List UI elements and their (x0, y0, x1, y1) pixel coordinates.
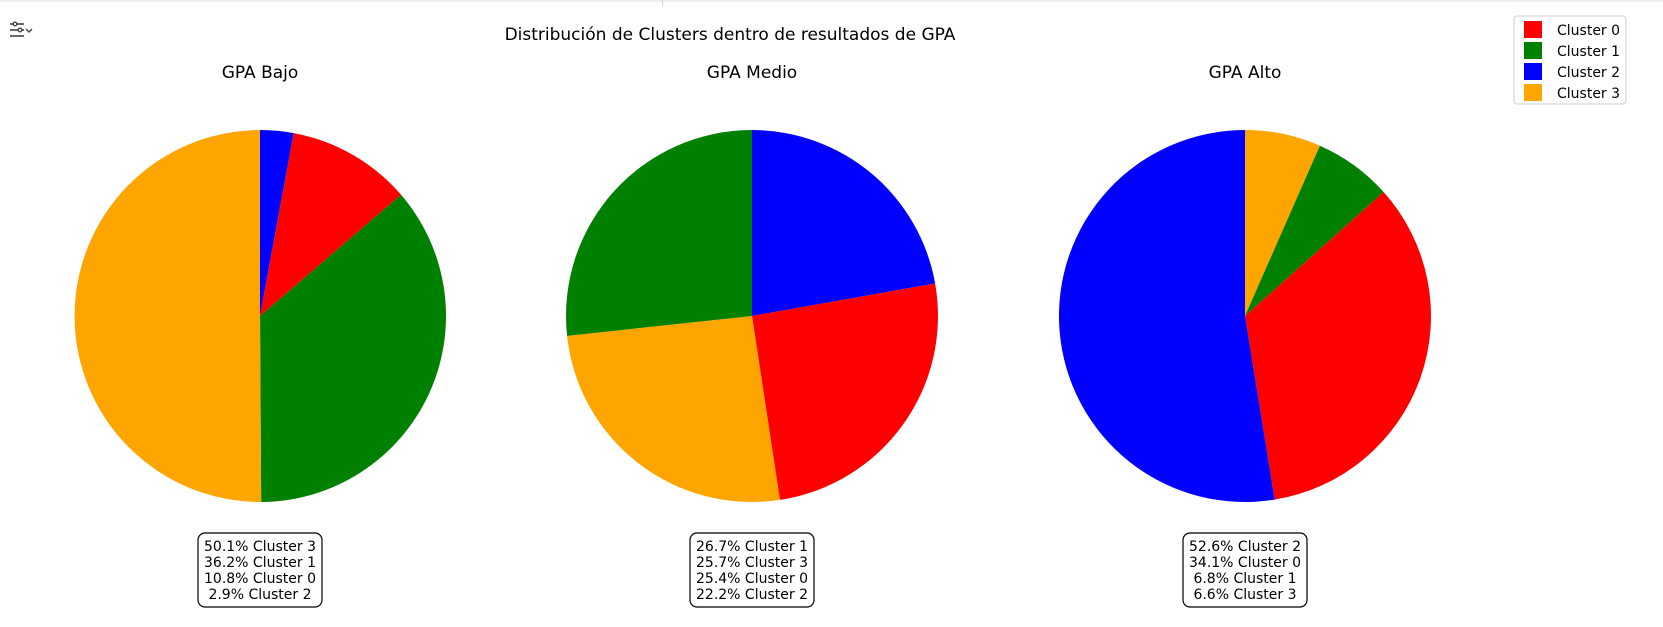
gpa-alto-slice-cluster-0 (1245, 192, 1431, 500)
legend-label-cluster-1: Cluster 1 (1557, 44, 1620, 60)
gpa-alto-slice-cluster-1 (1245, 145, 1384, 316)
gpa-alto-title: GPA Alto (1209, 63, 1282, 83)
filter-settings-icon[interactable] (8, 20, 34, 42)
pie-charts-group: GPA Bajo 50.1% Cluster 336.2% Cluster 110… (74, 63, 1431, 608)
gpa-medio-summary-line: 25.4% Cluster 0 (696, 571, 808, 587)
gpa-bajo-summary-line: 2.9% Cluster 2 (208, 587, 311, 603)
legend-label-cluster-2: Cluster 2 (1557, 65, 1620, 81)
gpa-alto-summary-box (1182, 532, 1308, 608)
gpa-medio-summary-line: 25.7% Cluster 3 (696, 555, 808, 571)
legend-label-cluster-0: Cluster 0 (1557, 23, 1620, 39)
gpa-medio-slice-cluster-2 (752, 130, 936, 316)
gpa-bajo-slice-cluster-0 (260, 133, 402, 316)
chart-title: Distribución de Clusters dentro de resul… (505, 25, 956, 45)
gpa-medio-slice-cluster-0 (752, 283, 939, 500)
gpa-medio-summary-line: 26.7% Cluster 1 (696, 539, 808, 555)
gpa-bajo-title: GPA Bajo (222, 63, 299, 83)
gpa-alto-summary-line: 34.1% Cluster 0 (1189, 555, 1301, 571)
legend-swatch-cluster-1 (1524, 42, 1542, 59)
gpa-bajo-summary-line: 10.8% Cluster 0 (204, 571, 316, 587)
gpa-bajo-slice-cluster-2 (260, 130, 294, 316)
gpa-bajo-slice-cluster-1 (260, 194, 447, 502)
gpa-bajo-summary-line: 50.1% Cluster 3 (204, 539, 316, 555)
legend-label-cluster-3: Cluster 3 (1557, 86, 1620, 102)
legend-swatch-cluster-2 (1524, 63, 1542, 80)
top-border-tick (662, 0, 663, 6)
top-border (0, 0, 1663, 6)
gpa-bajo-summary-box (197, 532, 323, 608)
gpa-medio-summary-box (689, 532, 815, 608)
gpa-medio-slice-cluster-3 (567, 316, 780, 503)
legend: Cluster 0 Cluster 1 Cluster 2 Cluster 3 (1513, 15, 1627, 105)
gpa-alto-slice-cluster-3 (1245, 130, 1320, 316)
gpa-alto-summary-line: 6.6% Cluster 3 (1193, 587, 1296, 603)
gpa-bajo-summary-line: 36.2% Cluster 1 (204, 555, 316, 571)
gpa-bajo-slice-cluster-3 (74, 130, 262, 503)
gpa-medio-title: GPA Medio (707, 63, 797, 83)
gpa-medio-summary-line: 22.2% Cluster 2 (696, 587, 808, 603)
gpa-alto-summary-line: 6.8% Cluster 1 (1193, 571, 1296, 587)
legend-swatch-cluster-3 (1524, 84, 1542, 101)
gpa-alto-slice-cluster-2 (1058, 130, 1275, 502)
gpa-medio-slice-cluster-1 (565, 130, 752, 336)
legend-swatch-cluster-0 (1524, 21, 1542, 38)
gpa-alto-summary-line: 52.6% Cluster 2 (1189, 539, 1301, 555)
gpa-bajo-pie: GPA Bajo 50.1% Cluster 336.2% Cluster 110… (74, 63, 447, 608)
